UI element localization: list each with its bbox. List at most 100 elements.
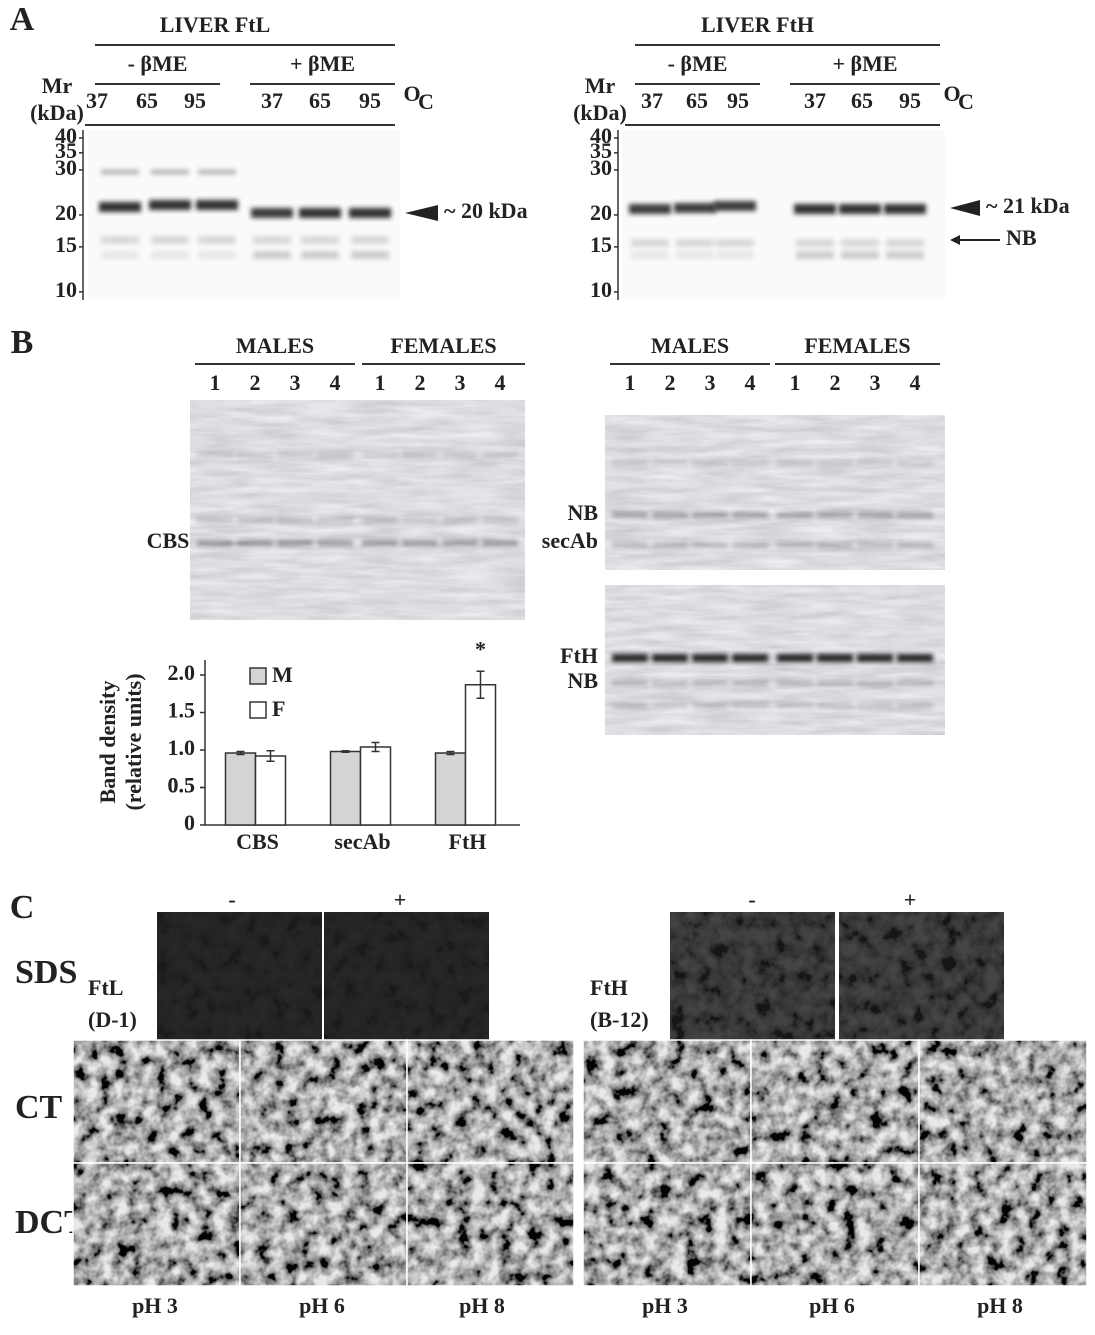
- band: [198, 169, 236, 175]
- band: [402, 540, 438, 546]
- band: [631, 239, 669, 247]
- band: [692, 512, 728, 518]
- micrograph-border: [918, 1162, 1088, 1287]
- marker-label: 35: [590, 138, 612, 163]
- lane-label: 4: [910, 370, 921, 395]
- marker-label: 15: [590, 232, 612, 257]
- band: [652, 680, 688, 686]
- band: [442, 452, 478, 458]
- arrowhead: [950, 200, 980, 216]
- unit: C: [958, 89, 974, 114]
- mr-label: Mr: [42, 73, 73, 98]
- micrograph-texture: [407, 1163, 574, 1286]
- band: [101, 169, 139, 175]
- band: [732, 680, 768, 686]
- band-label: NB: [567, 668, 598, 693]
- band: [897, 512, 933, 518]
- x-tick-label: secAb: [334, 829, 390, 854]
- band: [857, 702, 893, 708]
- band: [197, 452, 233, 458]
- temperature: 95: [184, 88, 206, 113]
- marker-label: 10: [590, 277, 612, 302]
- band: [692, 702, 728, 708]
- band: [732, 542, 768, 548]
- lane-label: 1: [210, 370, 221, 395]
- band: [777, 542, 813, 548]
- band: [817, 542, 853, 548]
- significance: *: [475, 636, 486, 661]
- band: [317, 517, 353, 523]
- group-label: - βME: [668, 51, 728, 76]
- arrowhead: [405, 205, 438, 221]
- treatment-label: -: [228, 887, 235, 912]
- band: [886, 239, 924, 247]
- band: [886, 251, 924, 259]
- lane-label: 3: [870, 370, 881, 395]
- band: [612, 542, 648, 548]
- band: [442, 517, 478, 523]
- lane-label: 2: [415, 370, 426, 395]
- band: [857, 680, 893, 686]
- bar: [224, 752, 257, 826]
- band: [196, 200, 238, 210]
- y-axis-label: Band density: [95, 681, 120, 804]
- band: [794, 204, 836, 214]
- band: [777, 654, 813, 662]
- legend-swatch: [249, 667, 267, 685]
- band: [317, 452, 353, 458]
- band: [349, 208, 391, 218]
- band: [857, 542, 893, 548]
- band: [482, 540, 518, 546]
- micrograph-border: [406, 1162, 575, 1287]
- band-label: NB: [567, 500, 598, 525]
- error-bar: [266, 750, 275, 762]
- band: [884, 204, 926, 214]
- antibody-label: FtH: [590, 975, 628, 1000]
- micrograph-texture: [73, 1163, 240, 1286]
- temperature: 95: [899, 88, 921, 113]
- unit: C: [418, 89, 434, 114]
- lane-label: 1: [625, 370, 636, 395]
- ph-label: pH 8: [459, 1293, 505, 1318]
- band-annotation: ~ 21 kDa: [986, 193, 1070, 218]
- band: [857, 512, 893, 518]
- band: [652, 460, 688, 466]
- band: [612, 654, 648, 662]
- marker-label: 20: [590, 200, 612, 225]
- band: [631, 251, 669, 259]
- x-tick-label: CBS: [236, 829, 279, 854]
- marker-label: 15: [55, 232, 77, 257]
- marker-label: 40: [590, 123, 612, 148]
- band: [612, 460, 648, 466]
- band: [402, 452, 438, 458]
- temperature: 95: [727, 88, 749, 113]
- band: [857, 654, 893, 662]
- band: [301, 236, 339, 244]
- antibody-label: (D-1): [88, 1007, 137, 1032]
- micrograph-texture: [583, 1040, 751, 1163]
- lane-label: 4: [330, 370, 341, 395]
- micrograph-texture: [157, 912, 322, 1040]
- lane-label: 4: [745, 370, 756, 395]
- y-tick-label: 0: [184, 810, 195, 835]
- band: [629, 204, 671, 214]
- band: [253, 251, 291, 259]
- blot: [88, 130, 400, 300]
- band: [482, 452, 518, 458]
- bar: [254, 755, 287, 826]
- ph-label: pH 3: [132, 1293, 178, 1318]
- y-tick-label: 0.5: [168, 773, 196, 798]
- band: [732, 460, 768, 466]
- bar: [464, 684, 497, 826]
- micrograph-texture: [919, 1163, 1087, 1286]
- band: [442, 540, 478, 546]
- marker-label: 10: [55, 277, 77, 302]
- marker-label: 30: [55, 155, 77, 180]
- micrograph-texture: [751, 1040, 919, 1163]
- marker-label: 35: [55, 138, 77, 163]
- band: [198, 251, 236, 259]
- treatment-label: +: [904, 887, 917, 912]
- band: [301, 251, 339, 259]
- temperature: 95: [359, 88, 381, 113]
- panel-label: A: [10, 1, 35, 38]
